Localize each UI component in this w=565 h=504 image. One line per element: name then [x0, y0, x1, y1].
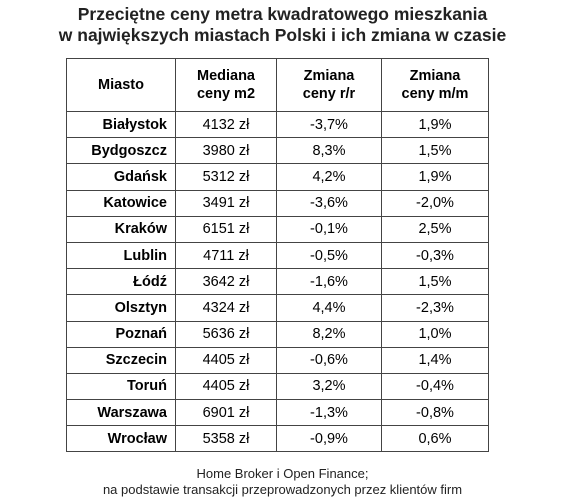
header-yoy: Zmiana ceny r/r — [276, 58, 382, 112]
table-row: Łódź 3642 zł -1,6% 1,5% — [66, 268, 489, 296]
header-median-line-2: ceny m2 — [196, 86, 256, 102]
header-yoy-line-2: ceny r/r — [302, 86, 356, 102]
source-line-2: na podstawie transakcji przeprowadzonych… — [102, 482, 463, 497]
table-row: Wrocław 5358 zł -0,9% 0,6% — [66, 425, 489, 453]
city-cell: Bydgoszcz — [66, 137, 176, 165]
yoy-cell: 3,2% — [276, 372, 382, 401]
table-row: Bydgoszcz 3980 zł 8,3% 1,5% — [66, 137, 489, 165]
city-cell: Szczecin — [66, 346, 176, 374]
header-city-label: Miasto — [98, 77, 144, 93]
median-cell: 5636 zł — [175, 320, 277, 348]
table-row: Poznań 5636 zł 8,2% 1,0% — [66, 320, 489, 348]
mom-cell: -0,3% — [381, 241, 489, 270]
median-cell: 5312 zł — [175, 163, 277, 191]
median-cell: 4405 zł — [175, 346, 277, 374]
mom-cell: -2,3% — [381, 294, 489, 322]
yoy-cell: -3,7% — [276, 110, 382, 139]
mom-cell: 1,9% — [381, 110, 489, 139]
mom-cell: 1,9% — [381, 163, 489, 191]
yoy-cell: 8,3% — [276, 137, 382, 165]
median-cell: 4405 zł — [175, 372, 277, 401]
median-cell: 4711 zł — [175, 241, 277, 270]
table-row: Lublin 4711 zł -0,5% -0,3% — [66, 241, 489, 270]
city-cell: Warszawa — [66, 399, 176, 427]
title-line-2: w największych miastach Polski i ich zmi… — [58, 25, 507, 45]
median-cell: 6151 zł — [175, 215, 277, 243]
price-table: Miasto Mediana ceny m2 Zmiana ceny r/r Z… — [66, 58, 489, 453]
header-median-line-1: Mediana — [196, 68, 255, 84]
city-cell: Wrocław — [66, 425, 176, 453]
mom-cell: 0,6% — [381, 425, 489, 453]
header-city: Miasto — [66, 58, 176, 112]
city-cell: Białystok — [66, 110, 176, 139]
source-note: Home Broker i Open Finance; na podstawie… — [0, 466, 565, 498]
city-cell: Łódź — [66, 268, 176, 296]
median-cell: 3491 zł — [175, 189, 277, 217]
table-row: Gdańsk 5312 zł 4,2% 1,9% — [66, 163, 489, 191]
table-row: Katowice 3491 zł -3,6% -2,0% — [66, 189, 489, 217]
table-row: Kraków 6151 zł -0,1% 2,5% — [66, 215, 489, 243]
yoy-cell: -0,9% — [276, 425, 382, 453]
yoy-cell: -0,5% — [276, 241, 382, 270]
yoy-cell: 4,4% — [276, 294, 382, 322]
yoy-cell: -1,6% — [276, 268, 382, 296]
city-cell: Katowice — [66, 189, 176, 217]
header-median: Mediana ceny m2 — [175, 58, 277, 112]
source-line-1: Home Broker i Open Finance; — [196, 466, 369, 481]
table-header-row: Miasto Mediana ceny m2 Zmiana ceny r/r Z… — [66, 58, 489, 112]
mom-cell: 1,5% — [381, 137, 489, 165]
city-cell: Lublin — [66, 241, 176, 270]
header-mom-line-2: ceny m/m — [401, 86, 469, 102]
yoy-cell: -1,3% — [276, 399, 382, 427]
yoy-cell: -0,6% — [276, 346, 382, 374]
median-cell: 4324 zł — [175, 294, 277, 322]
header-mom: Zmiana ceny m/m — [381, 58, 489, 112]
city-cell: Gdańsk — [66, 163, 176, 191]
median-cell: 4132 zł — [175, 110, 277, 139]
table-row: Olsztyn 4324 zł 4,4% -2,3% — [66, 294, 489, 322]
median-cell: 6901 zł — [175, 399, 277, 427]
mom-cell: -2,0% — [381, 189, 489, 217]
header-yoy-line-1: Zmiana — [303, 68, 355, 84]
city-cell: Kraków — [66, 215, 176, 243]
mom-cell: -0,8% — [381, 399, 489, 427]
city-cell: Olsztyn — [66, 294, 176, 322]
yoy-cell: -0,1% — [276, 215, 382, 243]
mom-cell: 1,4% — [381, 346, 489, 374]
yoy-cell: -3,6% — [276, 189, 382, 217]
table-body: Białystok 4132 zł -3,7% 1,9% Bydgoszcz 3980 z… — [66, 110, 489, 453]
city-cell: Poznań — [66, 320, 176, 348]
yoy-cell: 4,2% — [276, 163, 382, 191]
page-title: Przeciętne ceny metra kwadratowego miesz… — [0, 4, 565, 46]
mom-cell: -0,4% — [381, 372, 489, 401]
mom-cell: 2,5% — [381, 215, 489, 243]
header-mom-line-1: Zmiana — [409, 68, 461, 84]
table-row: Warszawa 6901 zł -1,3% -0,8% — [66, 399, 489, 427]
table-row: Białystok 4132 zł -3,7% 1,9% — [66, 110, 489, 139]
yoy-cell: 8,2% — [276, 320, 382, 348]
city-cell: Toruń — [66, 372, 176, 401]
table-row: Toruń 4405 zł 3,2% -0,4% — [66, 372, 489, 401]
table-row: Szczecin 4405 zł -0,6% 1,4% — [66, 346, 489, 374]
median-cell: 3980 zł — [175, 137, 277, 165]
mom-cell: 1,5% — [381, 268, 489, 296]
mom-cell: 1,0% — [381, 320, 489, 348]
median-cell: 3642 zł — [175, 268, 277, 296]
title-line-1: Przeciętne ceny metra kwadratowego miesz… — [77, 4, 488, 24]
median-cell: 5358 zł — [175, 425, 277, 453]
